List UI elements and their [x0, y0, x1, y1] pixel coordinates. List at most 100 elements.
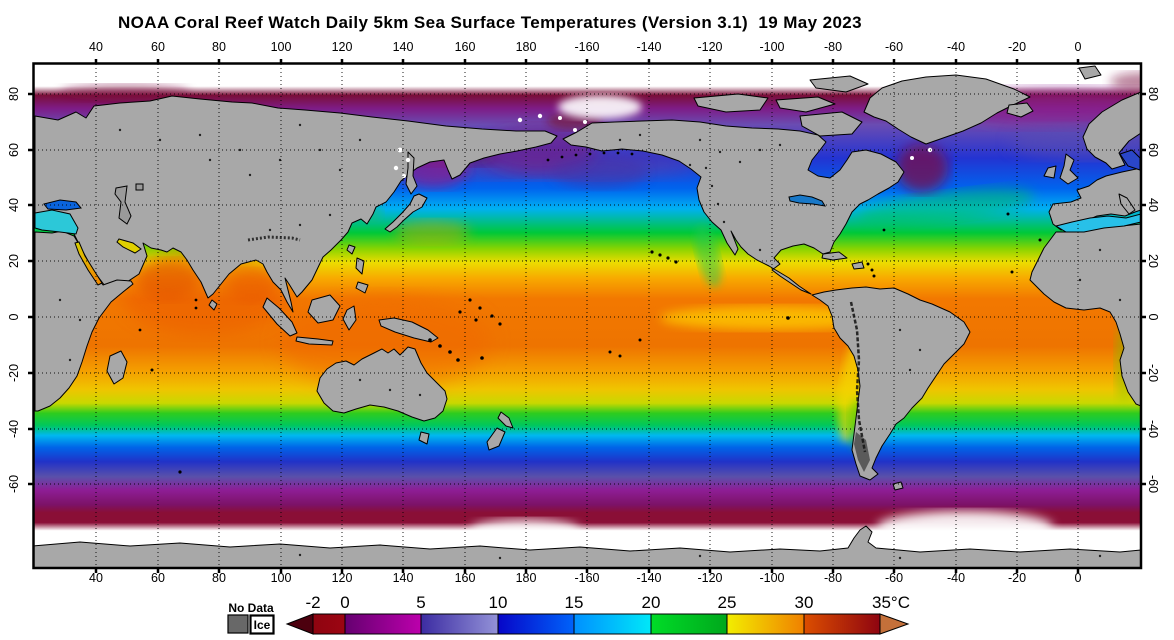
andes-ridge [849, 301, 867, 453]
lat-tick-right--40: -40 [1146, 419, 1160, 439]
land-cuba [821, 251, 848, 261]
scale-arrow-left [285, 613, 314, 635]
lon-tick-bottom--40: -40 [946, 571, 966, 585]
lon-tick-top--160: -160 [574, 40, 600, 54]
land-north-america [562, 119, 905, 295]
lon-tick-top--20: -20 [1007, 40, 1027, 54]
scale-tick-20: 20 [641, 593, 661, 612]
scale-tick-5: 5 [416, 593, 426, 612]
lon-tick-top-80: 80 [212, 40, 226, 54]
ice-label: Ice [253, 618, 271, 632]
lon-tick-top-120: 120 [331, 40, 353, 54]
red-sea [74, 241, 103, 286]
landmasses [34, 65, 1141, 568]
land-sri-lanka [208, 299, 218, 311]
map-details [58, 113, 1122, 560]
scale-tick-10: 10 [488, 593, 508, 612]
ice-swatch [249, 614, 275, 635]
land-italy [1118, 193, 1136, 215]
land-madagascar [106, 350, 128, 385]
lat-tick-left--40: -40 [7, 419, 21, 439]
land-sakhalin [405, 151, 418, 195]
lat-tick-left-0: 0 [7, 313, 21, 321]
lon-tick-top-100: 100 [270, 40, 292, 54]
land-svalbard [1078, 65, 1102, 80]
frame-tick-marks [28, 59, 1146, 573]
inland-seas [34, 149, 1141, 286]
lat-tick-left--20: -20 [7, 363, 21, 383]
lon-tick-top--100: -100 [759, 40, 785, 54]
persian-gulf [116, 238, 142, 254]
lat-tick-right-80: 80 [1146, 87, 1160, 101]
lat-tick-left-40: 40 [7, 198, 21, 212]
land-borneo [307, 294, 341, 324]
land-tasmania [418, 431, 430, 445]
himalaya-ridge [247, 235, 301, 242]
lon-tick-bottom--20: -20 [1007, 571, 1027, 585]
sea-ice-specks [393, 113, 933, 178]
lon-tick-top-40: 40 [89, 40, 103, 54]
lat-tick-right-60: 60 [1146, 143, 1160, 157]
land-australia [316, 346, 448, 422]
land-sulawesi [342, 305, 357, 331]
lon-tick-top-180: 180 [515, 40, 537, 54]
lon-tick-top--80: -80 [823, 40, 843, 54]
great-lakes [788, 194, 826, 207]
lat-tick-left--60: -60 [7, 474, 21, 494]
scale-arrow-right [879, 613, 910, 635]
lat-tick-right-40: 40 [1146, 198, 1160, 212]
lon-tick-bottom-80: 80 [212, 571, 226, 585]
mediterranean-east-edge [1054, 213, 1141, 233]
land-arctic-islands [693, 75, 869, 137]
land-taiwan [346, 244, 356, 255]
lon-tick-bottom-180: 180 [515, 571, 537, 585]
land-greenland [863, 74, 1031, 145]
lon-tick-bottom-40: 40 [89, 571, 103, 585]
lon-tick-top-140: 140 [392, 40, 414, 54]
land-java [295, 336, 334, 346]
land-antarctica [34, 525, 1141, 568]
lon-tick-bottom--60: -60 [884, 571, 904, 585]
no-data-swatch [227, 614, 249, 634]
lat-tick-right-20: 20 [1146, 254, 1160, 268]
lat-tick-left-20: 20 [7, 254, 21, 268]
lon-tick-bottom-0: 0 [1074, 571, 1082, 585]
terrain-speckle [58, 123, 1122, 560]
graticule [34, 64, 1141, 568]
lon-tick-top--140: -140 [636, 40, 662, 54]
patagonia-dark [854, 432, 870, 472]
lat-tick-right-0: 0 [1146, 313, 1160, 321]
lon-tick-top--120: -120 [697, 40, 723, 54]
map-frame [28, 59, 1146, 573]
mediterranean-west-edge [34, 209, 79, 235]
land-south-america [811, 286, 971, 481]
lon-tick-top--60: -60 [884, 40, 904, 54]
lon-tick-bottom--80: -80 [823, 571, 843, 585]
lon-tick-bottom-60: 60 [151, 571, 165, 585]
lon-tick-top-60: 60 [151, 40, 165, 54]
scale-tick-30: 30 [794, 593, 814, 612]
land-new-zealand [486, 411, 514, 451]
land-scandinavia [1082, 91, 1141, 170]
land-africa-west-edge [34, 230, 134, 412]
map-title: NOAA Coral Reef Watch Daily 5km Sea Surf… [117, 13, 863, 32]
lon-tick-top-0: 0 [1074, 40, 1082, 54]
lon-tick-bottom-140: 140 [392, 571, 414, 585]
lon-tick-bottom--140: -140 [636, 571, 662, 585]
lat-tick-left-60: 60 [7, 143, 21, 157]
scale-tick-35°C: 35°C [872, 593, 910, 612]
lon-tick-bottom-120: 120 [331, 571, 353, 585]
lon-tick-bottom--160: -160 [574, 571, 600, 585]
land-japan [384, 193, 428, 233]
land-iceland [1006, 102, 1034, 118]
lon-tick-bottom-100: 100 [270, 571, 292, 585]
aral-sea-no-data [135, 183, 144, 191]
lat-tick-right--20: -20 [1146, 363, 1160, 383]
lon-tick-bottom--120: -120 [697, 571, 723, 585]
lon-tick-bottom-160: 160 [454, 571, 476, 585]
land-hispaniola [851, 261, 865, 270]
scale-tick-15: 15 [564, 593, 584, 612]
lon-tick-top--40: -40 [946, 40, 966, 54]
